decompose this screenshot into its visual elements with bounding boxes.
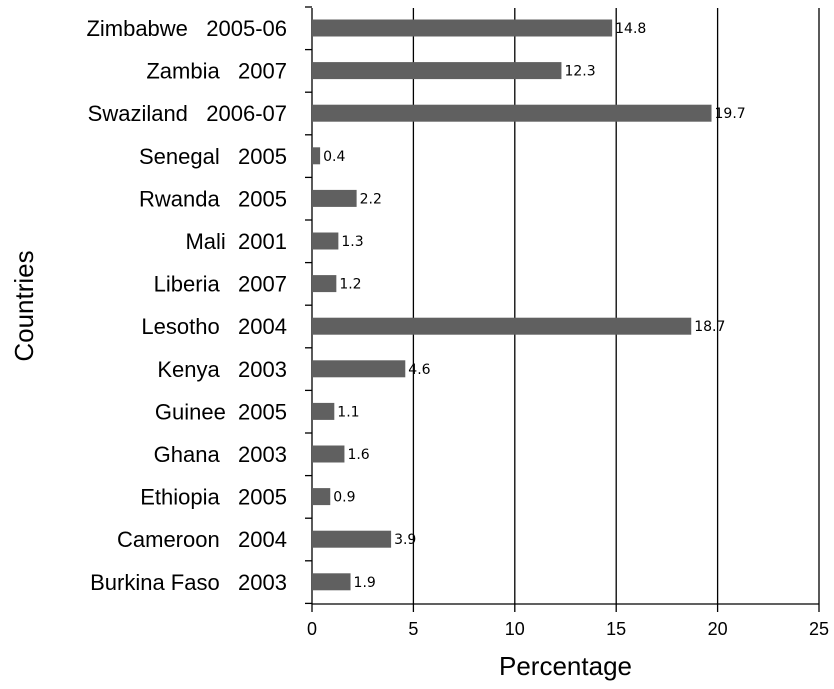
category-label: Mali 2001 xyxy=(185,229,287,254)
category-label: Kenya 2003 xyxy=(157,357,287,382)
category-label: Senegal 2005 xyxy=(139,144,287,169)
data-label: 4.6 xyxy=(408,362,430,378)
data-label: 1.9 xyxy=(354,575,376,591)
bars xyxy=(312,19,712,591)
x-tick-label: 25 xyxy=(809,619,829,639)
category-label: Rwanda 2005 xyxy=(139,186,287,211)
bar xyxy=(312,402,335,420)
data-label: 1.2 xyxy=(339,277,361,293)
bar xyxy=(312,530,392,548)
x-axis-title: Percentage xyxy=(499,651,632,681)
axes xyxy=(305,6,820,612)
category-label: Burkina Faso 2003 xyxy=(90,570,287,595)
bar xyxy=(312,360,406,378)
data-label: 0.4 xyxy=(323,149,345,165)
bar xyxy=(312,488,331,506)
category-labels: Zimbabwe 2005-06 Zambia 2007 Swaziland 200… xyxy=(86,16,287,595)
data-label: 2.2 xyxy=(360,191,382,207)
bar xyxy=(312,62,562,80)
x-tick-label: 0 xyxy=(307,619,317,639)
category-label: Ghana 2003 xyxy=(154,442,287,467)
x-tick-label: 5 xyxy=(408,619,418,639)
category-label: Zimbabwe 2005-06 xyxy=(86,16,287,41)
x-tick-label: 20 xyxy=(708,619,728,639)
category-label: Cameroon 2004 xyxy=(117,527,287,552)
bar xyxy=(312,189,357,207)
bar xyxy=(312,232,339,250)
category-label: Zambia 2007 xyxy=(146,59,287,84)
data-label: 14.8 xyxy=(615,21,646,37)
bar xyxy=(312,19,613,37)
data-label: 12.3 xyxy=(564,64,595,80)
data-label: 0.9 xyxy=(333,490,355,506)
y-axis-title: Countries xyxy=(9,250,39,361)
x-tick-label: 10 xyxy=(505,619,525,639)
category-label: Ethiopia 2005 xyxy=(140,485,287,510)
category-label: Liberia 2007 xyxy=(154,272,287,297)
data-label: 1.1 xyxy=(337,404,359,420)
bar xyxy=(312,445,345,463)
x-tick-label: 15 xyxy=(606,619,626,639)
x-tick-labels: 0 5 10 15 20 25 xyxy=(307,619,829,639)
data-label: 3.9 xyxy=(394,532,416,548)
category-label: Swaziland 2006-07 xyxy=(88,101,287,126)
bar xyxy=(312,317,692,335)
bar xyxy=(312,275,337,293)
gridlines xyxy=(412,8,820,604)
data-label: 1.3 xyxy=(341,234,363,250)
bar xyxy=(312,104,712,122)
bar xyxy=(312,573,351,591)
data-labels: 14.8 12.3 19.7 0.4 2.2 1.3 1.2 18.7 4.6 1.1 1.6 0.9… xyxy=(323,21,746,591)
data-label: 18.7 xyxy=(694,319,725,335)
category-label: Guinee 2005 xyxy=(155,399,287,424)
bar xyxy=(312,147,321,165)
category-label: Lesotho 2004 xyxy=(141,314,287,339)
data-label: 1.6 xyxy=(347,447,369,463)
data-label: 19.7 xyxy=(715,106,746,122)
